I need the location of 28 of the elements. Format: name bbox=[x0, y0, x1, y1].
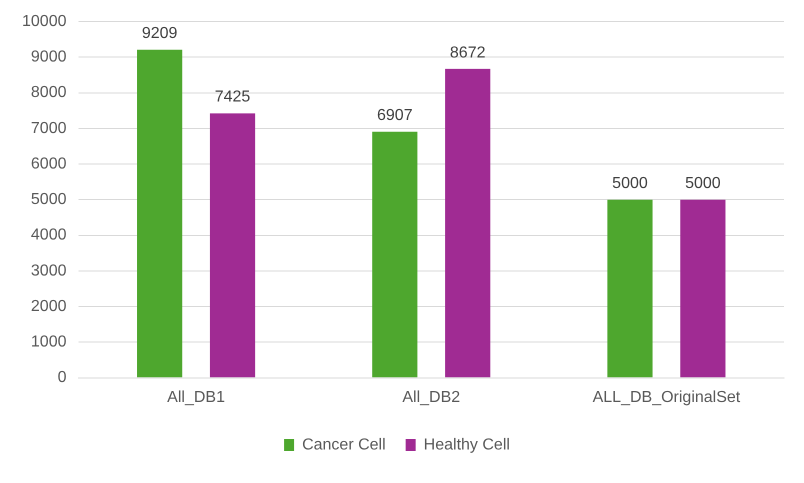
y-tick-label: 0 bbox=[58, 369, 67, 386]
y-tick-label: 1000 bbox=[30, 334, 67, 351]
x-tick-label: ALL_DB_OriginalSet bbox=[592, 388, 741, 406]
y-tick-label: 9000 bbox=[30, 48, 67, 66]
bar bbox=[210, 113, 256, 378]
data-label: 5000 bbox=[612, 175, 648, 192]
legend-label: Healthy Cell bbox=[424, 436, 510, 454]
y-tick-label: 4000 bbox=[30, 226, 67, 244]
bar bbox=[607, 200, 653, 378]
y-tick-label: 7000 bbox=[30, 120, 67, 137]
data-label: 9209 bbox=[142, 25, 178, 42]
y-tick-label: 6000 bbox=[30, 155, 67, 172]
data-label: 5000 bbox=[685, 175, 721, 192]
legend-label: Cancer Cell bbox=[302, 436, 386, 454]
bar bbox=[372, 132, 418, 378]
bar bbox=[445, 68, 490, 378]
y-tick-label: 3000 bbox=[30, 262, 67, 280]
data-label: 6907 bbox=[377, 107, 413, 124]
x-tick-label: All_DB2 bbox=[402, 388, 460, 406]
y-tick-label: 5000 bbox=[30, 191, 67, 208]
y-tick-label: 2000 bbox=[30, 298, 67, 315]
data-label: 8672 bbox=[450, 44, 486, 62]
bar bbox=[137, 50, 182, 378]
data-label: 7425 bbox=[214, 88, 250, 106]
x-tick-label: All_DB1 bbox=[167, 388, 226, 406]
y-tick-label: 10000 bbox=[22, 13, 67, 30]
y-tick-label: 8000 bbox=[30, 84, 67, 102]
bar bbox=[680, 200, 726, 378]
